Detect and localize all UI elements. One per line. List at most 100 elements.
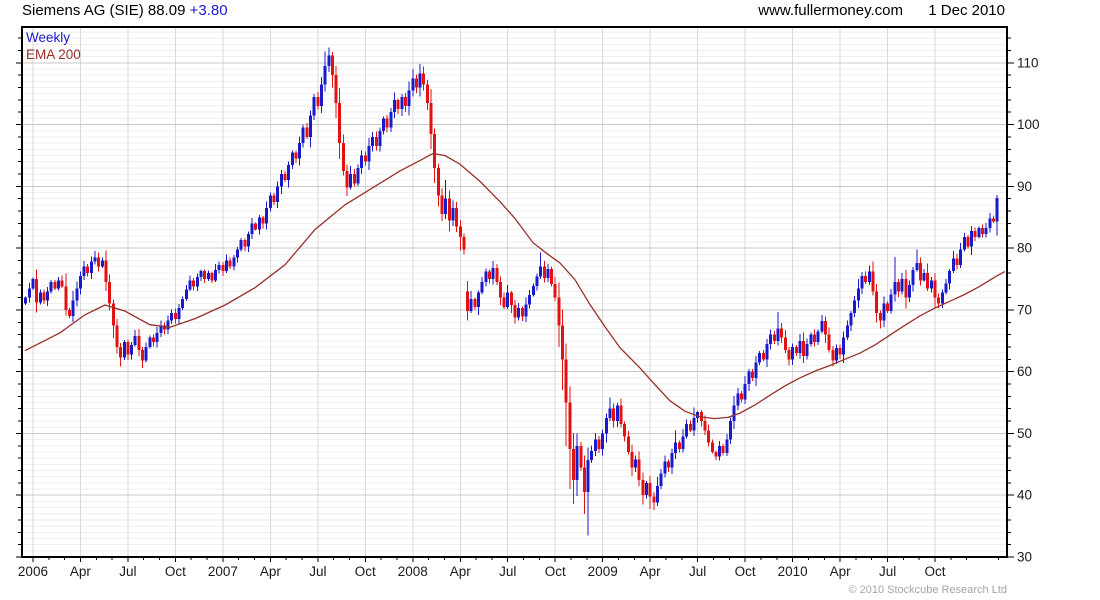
- candle-up: [809, 334, 813, 344]
- candle-up: [743, 384, 747, 400]
- candle-down: [761, 353, 765, 360]
- candle-down: [385, 118, 389, 128]
- title-symbol-price: Siemens AG (SIE) 88.09: [22, 2, 186, 19]
- candle-down: [462, 237, 466, 250]
- candle-up: [834, 348, 838, 361]
- candle-down: [137, 335, 141, 351]
- candle-up: [323, 65, 327, 85]
- candle-up: [940, 292, 944, 304]
- candle-up: [765, 343, 769, 360]
- candle-up: [604, 418, 608, 434]
- candle-down: [875, 291, 879, 314]
- candle-down: [141, 350, 145, 361]
- candle-down: [707, 430, 711, 443]
- y-axis-label: 30: [1017, 550, 1032, 565]
- candle-down: [619, 405, 623, 425]
- candle-up: [732, 405, 736, 422]
- candle-up: [959, 249, 963, 265]
- grid-minor: [22, 31, 1007, 552]
- candle-down: [64, 286, 68, 310]
- candle-up: [900, 279, 904, 292]
- candle-up: [199, 270, 203, 278]
- candle-down: [666, 461, 670, 468]
- date-label: 1 Dec 2010: [928, 2, 1005, 19]
- candle-down: [455, 207, 459, 227]
- candle-up: [634, 459, 638, 468]
- candle-up: [250, 223, 254, 234]
- candle-up: [791, 346, 795, 360]
- candle-up: [246, 233, 250, 247]
- candle-down: [334, 75, 338, 103]
- candle-up: [133, 335, 137, 346]
- candle-down: [414, 78, 418, 88]
- candle-up: [49, 282, 53, 292]
- candle-up: [856, 288, 860, 301]
- candle-up: [27, 288, 31, 298]
- candle-up: [590, 450, 594, 461]
- candle-down: [823, 321, 827, 335]
- candle-down: [330, 55, 334, 76]
- candle-down: [557, 297, 561, 326]
- candle-down: [721, 445, 725, 454]
- candle-up: [725, 439, 729, 454]
- candle-up: [418, 73, 422, 88]
- candle-up: [816, 331, 820, 343]
- candle-down: [937, 297, 941, 304]
- candle-down: [60, 280, 64, 287]
- candle-up: [586, 460, 590, 493]
- x-axis-label: Apr: [450, 564, 472, 579]
- candle-down: [403, 96, 407, 107]
- candle-down: [864, 275, 868, 283]
- candle-up: [911, 269, 915, 286]
- candle-up: [349, 174, 353, 188]
- candle-down: [787, 350, 791, 360]
- x-axis-label: Jul: [689, 564, 706, 579]
- candle-down: [509, 292, 513, 305]
- candle-up: [754, 362, 758, 378]
- candle-down: [440, 195, 444, 215]
- y-axis-label: 40: [1017, 488, 1032, 503]
- candle-up: [225, 260, 229, 271]
- candle-up: [645, 482, 649, 496]
- candle-down: [436, 167, 440, 196]
- candle-up: [798, 340, 802, 354]
- legend-weekly-label: Weekly: [26, 30, 71, 45]
- candle-up: [663, 461, 667, 474]
- candle-up: [988, 218, 992, 228]
- axis-labels: 30 40 50 60 70 80 90 100 110 2006 Apr Jul Oct 2007 Apr…: [18, 55, 1040, 579]
- candle-up: [535, 276, 539, 286]
- candle-down: [363, 155, 367, 162]
- candle-up: [984, 227, 988, 234]
- x-axis-label: 2006: [18, 564, 48, 579]
- candle-up: [411, 78, 415, 91]
- candle-up: [528, 295, 532, 305]
- candle-down: [783, 337, 787, 351]
- ema-line: [24, 152, 1006, 420]
- candle-down: [192, 280, 196, 287]
- candle-down: [933, 280, 937, 298]
- candle-up: [214, 269, 218, 281]
- candle-down: [243, 240, 247, 247]
- candle-down: [498, 282, 502, 298]
- candle-up: [206, 272, 210, 280]
- x-axis-label: Apr: [830, 564, 852, 579]
- candle-up: [393, 99, 397, 113]
- site-link[interactable]: www.fullermoney.com: [758, 2, 903, 19]
- candle-up: [166, 320, 170, 330]
- candle-up: [842, 337, 846, 355]
- x-axis-label: 2009: [588, 564, 618, 579]
- candle-up: [148, 337, 152, 347]
- candle-down: [623, 424, 627, 437]
- candle-down: [254, 223, 258, 230]
- candle-up: [177, 308, 181, 320]
- candle-up: [681, 436, 685, 449]
- candle-down: [641, 479, 645, 496]
- candle-down: [108, 282, 112, 304]
- candle-up: [327, 55, 331, 66]
- candle-up: [144, 346, 148, 361]
- candle-up: [268, 195, 272, 208]
- candle-up: [575, 445, 579, 480]
- candle-down: [352, 174, 356, 184]
- candle-down: [495, 267, 499, 283]
